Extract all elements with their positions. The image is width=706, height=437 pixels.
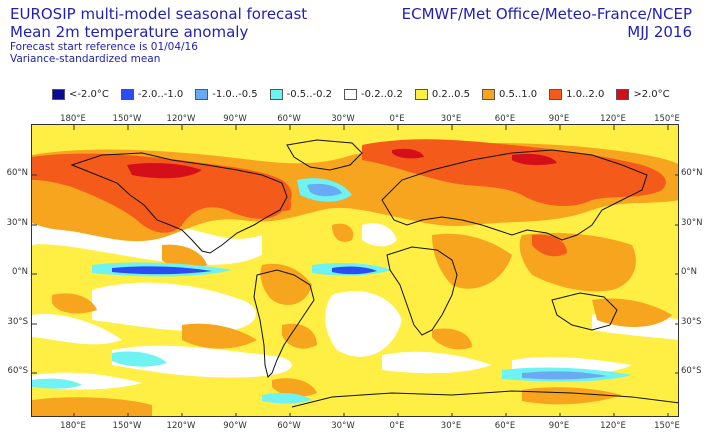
cool-areas [32, 178, 632, 404]
eurasia-outline [381, 149, 648, 241]
axis-tick-label: 120°W [166, 114, 196, 124]
title-block: EUROSIP multi-model seasonal forecast Me… [10, 5, 307, 65]
axis-tick-label: 60°W [277, 421, 301, 431]
axis-tick-label: 90°W [223, 114, 247, 124]
legend-swatch [616, 89, 630, 100]
axis-tick-label: 30°E [440, 421, 462, 431]
legend-swatch [482, 89, 495, 100]
axis-tick-label: 60°W [277, 114, 301, 124]
legend-swatch [414, 89, 428, 100]
greenland-outline [286, 139, 363, 171]
axis-tick-label: 0°E [389, 114, 405, 124]
legend-swatch [549, 89, 563, 100]
map-title: EUROSIP multi-model seasonal forecast [10, 5, 308, 23]
anomaly-map [32, 125, 678, 416]
legend-item: 0.2..0.5 [414, 89, 470, 100]
latitude-tick-marks [32, 125, 678, 416]
axis-tick-label: 180°E [60, 114, 86, 124]
axis-tick-label: 0°E [389, 421, 405, 431]
axis-tick-label: 60°S [681, 366, 702, 376]
legend-label: <-2.0°C [69, 89, 109, 100]
map-subtitle: Mean 2m temperature anomaly [10, 23, 249, 41]
method-note: Variance-standardized mean [10, 53, 161, 65]
axis-tick-label: 90°E [548, 421, 570, 431]
legend-label: 0.5..1.0 [499, 89, 538, 100]
extreme-warm-areas [127, 148, 557, 179]
strong-warm-areas [32, 139, 666, 257]
axis-tick-label: 60°E [494, 421, 516, 431]
axis-tick-label: 150°E [654, 421, 680, 431]
axis-tick-label: 0°N [11, 267, 28, 277]
axis-tick-label: 120°E [600, 114, 626, 124]
color-legend: <-2.0°C -2.0..-1.0 -1.0..-0.5 -0.5..-0.2 -0.… [52, 89, 682, 100]
axis-tick-label: 120°E [600, 421, 626, 431]
axis-tick-label: 0°N [681, 267, 698, 277]
legend-swatch [120, 89, 134, 100]
legend-item: >2.0°C [616, 89, 670, 100]
australia-outline [551, 292, 618, 331]
axis-tick-label: 30°W [331, 114, 355, 124]
axis-tick-label: 120°W [166, 421, 196, 431]
legend-item: -0.5..-0.2 [269, 89, 333, 100]
antarctica-outline [291, 390, 678, 408]
axis-tick-label: 30°S [681, 317, 702, 327]
axis-tick-label: 90°W [223, 421, 247, 431]
axis-tick-label: 30°W [331, 421, 355, 431]
legend-item: -1.0..-0.5 [195, 89, 258, 100]
axis-tick-label: 180°E [60, 421, 86, 431]
source-block: ECMWF/Met Office/Meteo-France/NCEP MJJ 2… [402, 5, 692, 41]
axis-tick-label: 60°E [494, 114, 516, 124]
legend-item: -0.2..0.2 [344, 89, 403, 100]
north-america-outline [70, 152, 288, 254]
legend-label: -0.2..0.2 [361, 89, 403, 100]
legend-swatch [52, 89, 65, 100]
legend-item: -2.0..-1.0 [120, 89, 184, 100]
legend-label: -0.5..-0.2 [286, 89, 333, 100]
centres-label: ECMWF/Met Office/Meteo-France/NCEP [401, 5, 692, 23]
axis-tick-label: 150°E [654, 114, 680, 124]
legend-swatch [195, 89, 209, 100]
south-america-outline [253, 269, 315, 378]
axis-tick-label: 30°E [440, 114, 462, 124]
axis-tick-label: 30°N [6, 218, 28, 228]
axis-tick-label: 30°N [681, 218, 703, 228]
legend-item: <-2.0°C [52, 89, 109, 100]
map-panel [31, 124, 679, 417]
legend-swatch [344, 89, 358, 100]
axis-tick-label: 60°S [7, 366, 28, 376]
axis-tick-label: 30°S [7, 317, 28, 327]
legend-label: 0.2..0.5 [431, 89, 470, 100]
legend-item: 0.5..1.0 [482, 89, 537, 100]
legend-item: 1.0..2.0 [549, 89, 604, 100]
legend-swatch [269, 89, 283, 100]
legend-label: 1.0..2.0 [566, 89, 605, 100]
legend-label: -1.0..-0.5 [212, 89, 258, 100]
legend-label: -2.0..-1.0 [137, 89, 184, 100]
forecast-start-reference: Forecast start reference is 01/04/16 [10, 41, 198, 53]
axis-tick-label: 60°N [681, 168, 703, 178]
period-label: MJJ 2016 [627, 23, 692, 41]
axis-tick-label: 150°W [112, 114, 142, 124]
axis-tick-label: 60°N [6, 168, 28, 178]
legend-label: >2.0°C [633, 89, 670, 100]
africa-outline [386, 246, 458, 336]
axis-tick-label: 150°W [112, 421, 142, 431]
axis-tick-label: 90°E [548, 114, 570, 124]
coastlines [70, 139, 678, 408]
